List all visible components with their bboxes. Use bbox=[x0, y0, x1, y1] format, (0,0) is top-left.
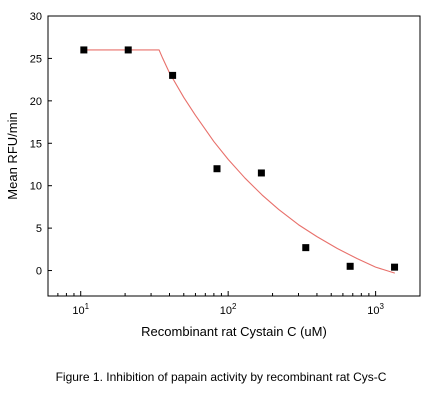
chart: 0 5 10 15 20 25 30 101 102 103 Recombinant rat C… bbox=[5, 11, 421, 339]
y-tick-label: 0 bbox=[36, 266, 42, 278]
y-tick-label: 25 bbox=[30, 53, 42, 65]
data-point bbox=[124, 46, 132, 54]
y-axis-title: Mean RFU/min bbox=[5, 112, 20, 199]
data-point bbox=[302, 244, 310, 252]
y-axis-ticks: 0 5 10 15 20 25 30 bbox=[30, 11, 52, 278]
fit-curve bbox=[83, 49, 395, 274]
x-tick-label: 103 bbox=[367, 302, 384, 317]
figure-caption: Figure 1. Inhibition of papain activity … bbox=[55, 370, 387, 384]
y-tick-label: 20 bbox=[30, 96, 42, 108]
data-point bbox=[257, 169, 265, 177]
y-tick-label: 5 bbox=[36, 223, 42, 235]
y-tick-label: 15 bbox=[30, 138, 42, 150]
data-points-group bbox=[80, 46, 399, 271]
plot-frame bbox=[47, 15, 421, 297]
y-tick-label: 30 bbox=[30, 11, 42, 23]
axes-frame bbox=[47, 15, 421, 297]
data-point bbox=[169, 71, 177, 79]
data-point bbox=[391, 263, 399, 271]
fit-curve-group bbox=[83, 49, 395, 274]
x-axis-ticks: 101 102 103 bbox=[47, 291, 421, 317]
y-tick-label: 10 bbox=[30, 181, 42, 193]
data-point bbox=[80, 46, 88, 54]
x-axis-title: Recombinant rat Cystain C (uM) bbox=[141, 324, 327, 339]
x-tick-label: 102 bbox=[220, 302, 237, 317]
data-point bbox=[213, 165, 221, 173]
data-point bbox=[346, 262, 354, 270]
x-tick-label: 101 bbox=[72, 302, 89, 317]
